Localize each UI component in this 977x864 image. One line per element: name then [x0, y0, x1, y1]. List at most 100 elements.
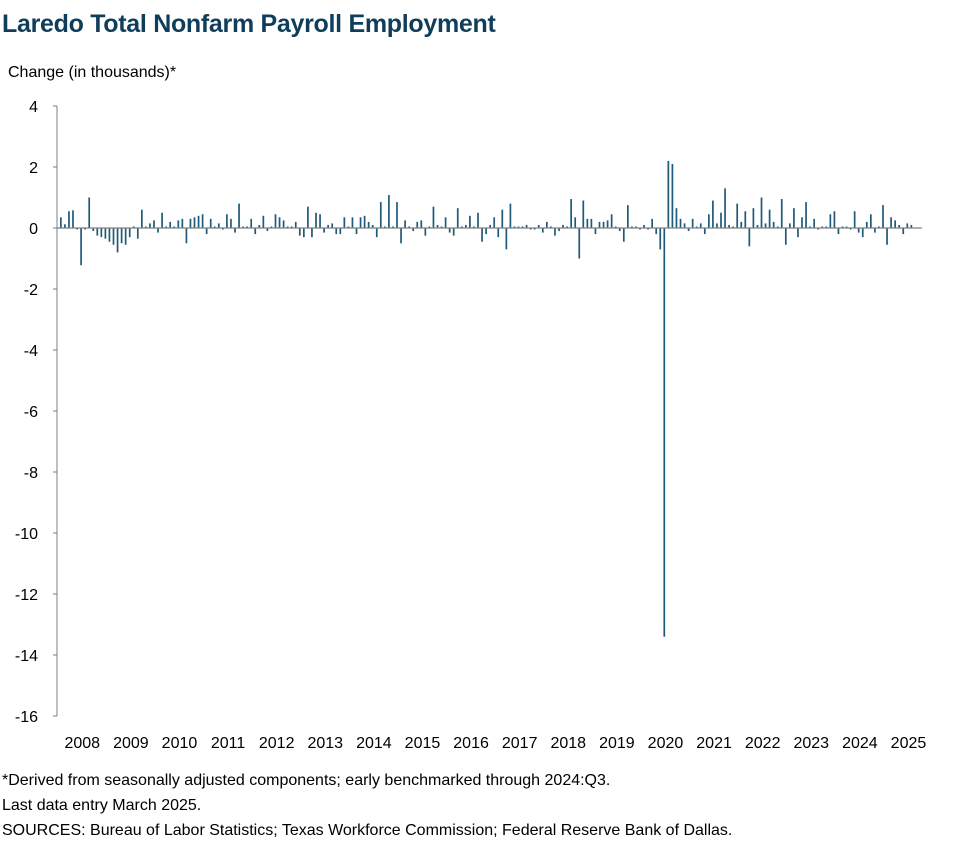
bar	[234, 228, 236, 233]
bar	[76, 228, 78, 230]
bar	[525, 224, 528, 228]
bar	[335, 228, 338, 235]
bar	[282, 220, 285, 228]
bar	[752, 208, 755, 228]
bar	[550, 226, 552, 228]
bar	[363, 215, 366, 228]
bar	[635, 226, 637, 228]
bar	[865, 221, 868, 228]
bar	[720, 212, 722, 228]
bar	[355, 228, 358, 235]
bar	[331, 223, 334, 228]
bar	[890, 217, 892, 228]
bar	[493, 217, 496, 228]
y-tick-label: 4	[29, 99, 38, 116]
y-tick-label: -12	[15, 587, 38, 604]
bar	[772, 221, 775, 228]
bar	[849, 228, 852, 230]
bar	[845, 226, 848, 228]
bar	[64, 224, 66, 228]
bar	[209, 218, 212, 228]
bar	[598, 221, 601, 228]
x-tick-label: 2016	[453, 735, 489, 752]
bar	[436, 224, 439, 228]
bar	[274, 214, 277, 228]
bar	[817, 228, 820, 230]
bar	[327, 224, 329, 228]
x-tick-label: 2013	[307, 735, 343, 752]
y-tick-label: -14	[15, 648, 38, 665]
bar	[797, 228, 799, 238]
x-tick-label: 2012	[259, 735, 295, 752]
bar	[420, 220, 423, 228]
bar	[558, 228, 560, 232]
bar	[242, 226, 244, 228]
y-tick-label: -16	[15, 709, 38, 726]
bar	[509, 203, 512, 228]
bar	[456, 208, 459, 228]
bars	[60, 160, 913, 637]
bar	[319, 214, 321, 228]
bar	[861, 228, 864, 238]
bar	[226, 214, 228, 228]
bar	[412, 228, 415, 232]
bar	[874, 228, 876, 233]
x-tick-label: 2020	[648, 735, 684, 752]
bar	[315, 212, 317, 228]
bar	[197, 215, 200, 228]
bar	[610, 214, 613, 228]
bar	[213, 226, 216, 228]
bar	[805, 202, 807, 228]
bar	[432, 206, 435, 228]
bar	[574, 217, 577, 228]
chart-title: Laredo Total Nonfarm Payroll Employment	[2, 10, 496, 38]
bar-chart: 4 2 0 -2 -4 -6 -8 -10 -12 -14 -16 2008 2009 2010 2011…	[15, 99, 926, 752]
bar	[92, 228, 95, 232]
bar	[205, 228, 208, 235]
bar	[853, 211, 856, 228]
bar	[594, 228, 597, 235]
bar	[108, 228, 111, 242]
bar	[465, 224, 467, 228]
bar	[298, 228, 301, 236]
bar	[578, 228, 581, 259]
bar	[128, 228, 131, 238]
bar	[546, 221, 548, 228]
bar	[699, 223, 702, 228]
bar	[732, 226, 734, 228]
bar	[533, 228, 536, 230]
x-tick-label: 2014	[356, 735, 392, 752]
bar	[870, 214, 872, 228]
bar	[780, 199, 783, 228]
x-tick-label: 2018	[550, 735, 586, 752]
bar	[185, 228, 188, 244]
bar	[886, 228, 888, 245]
bar	[647, 228, 649, 230]
bar	[440, 226, 443, 228]
bar	[473, 226, 475, 228]
y-tick-label: -6	[24, 404, 38, 421]
bar	[497, 228, 500, 238]
bar	[396, 202, 398, 228]
bar	[801, 217, 803, 228]
x-tick-label: 2010	[162, 735, 198, 752]
bar	[784, 228, 787, 245]
bar	[250, 218, 253, 228]
bar	[606, 220, 609, 228]
x-tick-label: 2017	[502, 735, 538, 752]
bar	[88, 197, 91, 228]
x-tick-label: 2024	[842, 735, 878, 752]
footnote-last-entry: Last data entry March 2025.	[2, 797, 202, 814]
bar	[902, 228, 905, 235]
bar	[193, 217, 196, 228]
bar	[80, 228, 82, 266]
bar	[258, 224, 261, 228]
y-axis-label: Change (in thousands)*	[8, 64, 177, 81]
bar	[894, 220, 896, 228]
bar	[169, 221, 172, 228]
bar	[416, 221, 419, 228]
footnote-derivation: *Derived from seasonally adjusted compon…	[2, 772, 611, 789]
bar	[716, 223, 718, 228]
bar	[84, 228, 86, 230]
bar	[222, 228, 224, 230]
